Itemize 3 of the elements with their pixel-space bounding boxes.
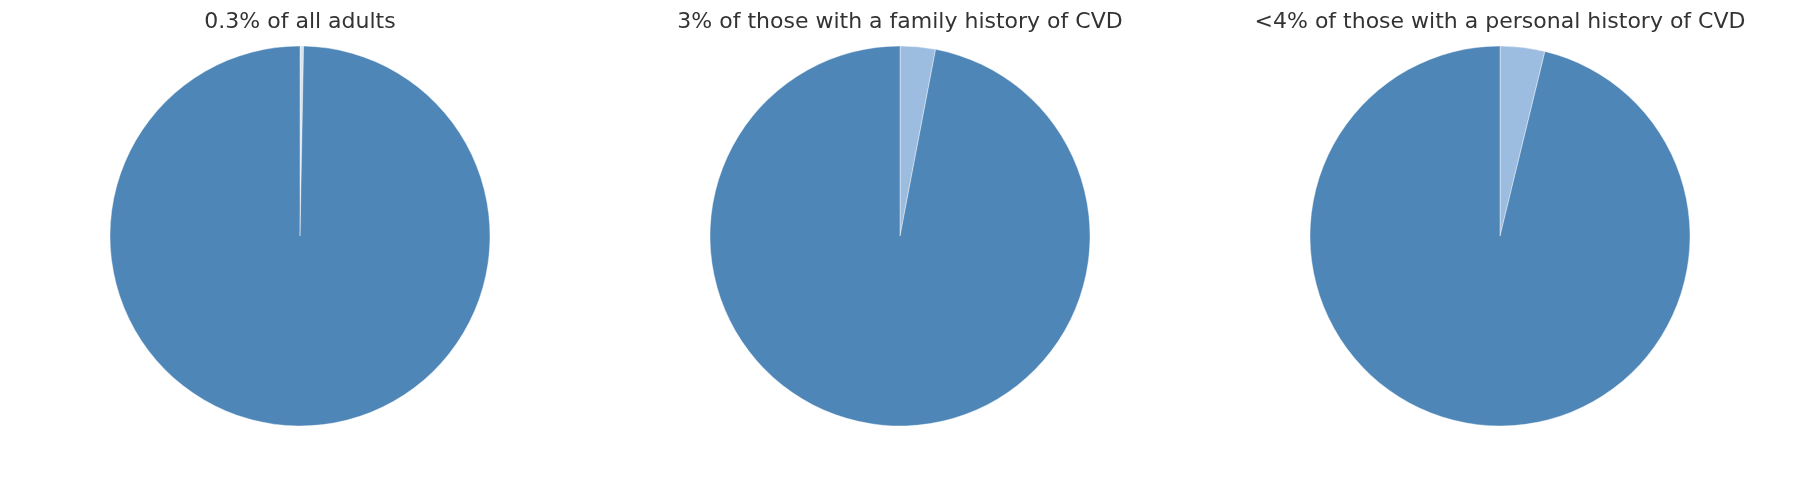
chart-title: 3% of those with a family history of CVD [677, 8, 1123, 33]
chart-title: 0.3% of all adults [204, 8, 396, 33]
chart-title: <4% of those with a personal history of CVD [1254, 8, 1746, 33]
